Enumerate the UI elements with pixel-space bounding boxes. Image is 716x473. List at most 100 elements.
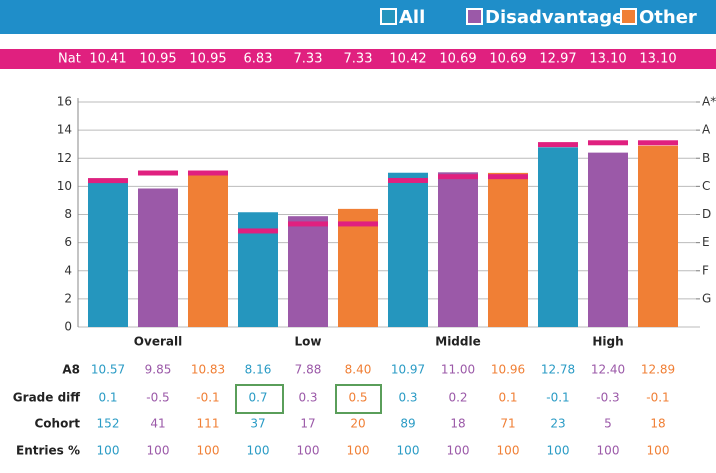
y-tick-label: 16 bbox=[57, 95, 72, 109]
table-cell: 0.2 bbox=[448, 391, 467, 405]
table-cell: 100 bbox=[247, 444, 270, 458]
national-value: 10.69 bbox=[439, 52, 476, 67]
table-cell: 17 bbox=[300, 417, 315, 431]
national-value: 13.10 bbox=[639, 52, 676, 67]
table-cell: 11.00 bbox=[441, 363, 475, 377]
table-cell: 100 bbox=[547, 444, 570, 458]
table-cell: 0.1 bbox=[98, 391, 117, 405]
national-value: 10.69 bbox=[489, 52, 526, 67]
table-cell: 100 bbox=[647, 444, 670, 458]
table-cell: 18 bbox=[450, 417, 465, 431]
highlight-box bbox=[335, 384, 382, 414]
table-cell: 89 bbox=[400, 417, 415, 431]
table-cell: 10.83 bbox=[191, 363, 225, 377]
national-value: 12.97 bbox=[539, 52, 576, 67]
table-cell: -0.1 bbox=[646, 391, 669, 405]
table-cell: 0.7 bbox=[248, 391, 267, 405]
table-cell: 71 bbox=[500, 417, 515, 431]
national-band bbox=[0, 49, 716, 69]
national-marker bbox=[88, 178, 128, 184]
national-value: 6.83 bbox=[244, 52, 273, 67]
bar bbox=[338, 208, 378, 327]
table-cell: 0.1 bbox=[498, 391, 517, 405]
legend-label: Disadvantaged bbox=[485, 7, 637, 28]
bar bbox=[138, 188, 178, 327]
bar bbox=[188, 174, 228, 327]
legend-swatch bbox=[620, 8, 637, 25]
bar bbox=[538, 147, 578, 327]
table-cell: 100 bbox=[597, 444, 620, 458]
table-cell: -0.1 bbox=[546, 391, 569, 405]
category-label: Low bbox=[295, 335, 322, 349]
national-marker bbox=[438, 174, 478, 180]
table-cell: 111 bbox=[197, 417, 220, 431]
national-value: 10.95 bbox=[189, 52, 226, 67]
category-label: Overall bbox=[134, 335, 182, 349]
table-cell: 5 bbox=[604, 417, 612, 431]
bar bbox=[488, 172, 528, 327]
table-cell: 37 bbox=[250, 417, 265, 431]
national-marker bbox=[288, 221, 328, 227]
category-label: Middle bbox=[435, 335, 481, 349]
grade-tick-label: E bbox=[702, 235, 710, 249]
legend-label: All bbox=[399, 7, 425, 28]
table-cell: 10.97 bbox=[391, 363, 425, 377]
national-marker bbox=[538, 142, 578, 148]
national-value: 13.10 bbox=[589, 52, 626, 67]
row-label: Entries % bbox=[16, 444, 80, 458]
national-value: 7.33 bbox=[294, 52, 323, 67]
table-cell: 100 bbox=[497, 444, 520, 458]
table-cell: -0.5 bbox=[146, 391, 169, 405]
bar bbox=[638, 145, 678, 327]
table-cell: 100 bbox=[447, 444, 470, 458]
table-cell: 100 bbox=[197, 444, 220, 458]
table-cell: 0.3 bbox=[398, 391, 417, 405]
table-cell: 100 bbox=[347, 444, 370, 458]
table-cell: 10.57 bbox=[91, 363, 125, 377]
y-tick-label: 4 bbox=[64, 263, 72, 277]
bar bbox=[288, 216, 328, 327]
table-cell: 100 bbox=[397, 444, 420, 458]
highlight-box bbox=[235, 384, 284, 414]
category-label: High bbox=[592, 335, 623, 349]
national-label: Nat bbox=[58, 52, 81, 67]
y-tick-label: 8 bbox=[64, 207, 72, 221]
national-marker bbox=[138, 170, 178, 176]
national-marker bbox=[488, 174, 528, 180]
bar bbox=[438, 172, 478, 327]
national-value: 10.41 bbox=[89, 52, 126, 67]
row-label: A8 bbox=[62, 363, 80, 377]
table-cell: 8.16 bbox=[245, 363, 272, 377]
table-cell: 10.96 bbox=[491, 363, 525, 377]
table-cell: -0.1 bbox=[196, 391, 219, 405]
table-cell: 0.5 bbox=[348, 391, 367, 405]
legend-band bbox=[0, 0, 716, 34]
table-cell: 152 bbox=[97, 417, 120, 431]
y-tick-label: 10 bbox=[57, 179, 72, 193]
table-cell: 23 bbox=[550, 417, 565, 431]
table-cell: 18 bbox=[650, 417, 665, 431]
legend-swatch bbox=[466, 8, 483, 25]
grade-tick-label: G bbox=[702, 291, 711, 305]
national-marker bbox=[238, 228, 278, 234]
national-marker bbox=[338, 221, 378, 227]
table-cell: 9.85 bbox=[145, 363, 172, 377]
table-cell: 20 bbox=[350, 417, 365, 431]
national-marker bbox=[588, 140, 628, 146]
y-tick-label: 14 bbox=[57, 123, 72, 137]
bar bbox=[388, 172, 428, 327]
table-cell: 8.40 bbox=[345, 363, 372, 377]
table-cell: 41 bbox=[150, 417, 165, 431]
y-tick-label: 12 bbox=[57, 151, 72, 165]
grade-tick-label: B bbox=[702, 151, 710, 165]
grade-tick-label: A bbox=[702, 123, 711, 137]
national-marker bbox=[638, 140, 678, 146]
table-cell: 12.40 bbox=[591, 363, 625, 377]
row-label: Cohort bbox=[35, 417, 81, 431]
table-cell: 12.89 bbox=[641, 363, 675, 377]
table-cell: 100 bbox=[97, 444, 120, 458]
table-cell: 0.3 bbox=[298, 391, 317, 405]
y-tick-label: 0 bbox=[64, 320, 72, 334]
y-tick-label: 2 bbox=[64, 291, 72, 305]
table-cell: 12.78 bbox=[541, 363, 575, 377]
